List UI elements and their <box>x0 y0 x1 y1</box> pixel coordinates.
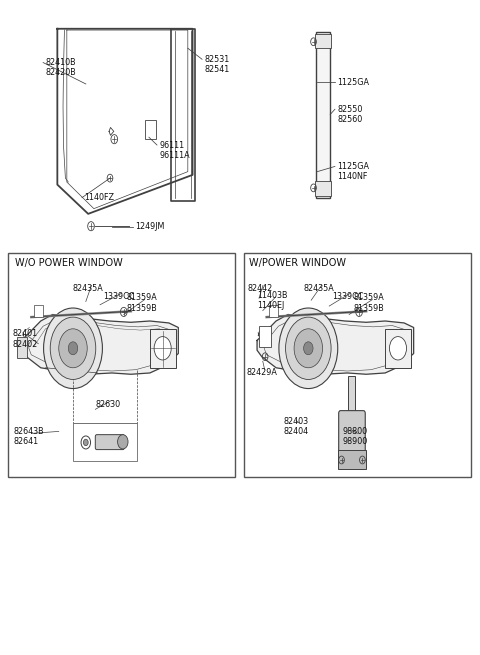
Bar <box>150 329 176 368</box>
Circle shape <box>84 440 88 445</box>
Circle shape <box>279 308 338 388</box>
Bar <box>17 337 27 358</box>
Text: 82550
82560: 82550 82560 <box>337 105 362 124</box>
Text: 81359A
81359B: 81359A 81359B <box>126 293 157 312</box>
Text: 81359A
81359B: 81359A 81359B <box>354 293 384 312</box>
Text: 82410B
82420B: 82410B 82420B <box>46 58 76 77</box>
FancyBboxPatch shape <box>96 435 124 449</box>
Circle shape <box>68 342 78 355</box>
Text: 82531
82541: 82531 82541 <box>204 55 229 74</box>
Bar <box>385 329 411 368</box>
Text: W/POWER WINDOW: W/POWER WINDOW <box>250 257 347 267</box>
Circle shape <box>303 342 313 355</box>
Circle shape <box>50 317 96 379</box>
Text: 82435A: 82435A <box>303 284 334 293</box>
Text: 82403
82404: 82403 82404 <box>284 417 309 436</box>
Polygon shape <box>22 314 179 374</box>
Bar <box>259 326 271 347</box>
Text: 82630: 82630 <box>96 400 120 409</box>
Text: 82643B
82641: 82643B 82641 <box>13 427 44 446</box>
Bar <box>315 34 331 48</box>
Text: 11403B
1140EJ: 11403B 1140EJ <box>257 291 288 310</box>
Circle shape <box>294 329 323 367</box>
Bar <box>9 253 235 477</box>
Text: 82442: 82442 <box>248 284 273 293</box>
Circle shape <box>286 317 331 379</box>
Text: W/O POWER WINDOW: W/O POWER WINDOW <box>14 257 122 267</box>
Text: 1339CC: 1339CC <box>103 292 135 301</box>
Circle shape <box>389 337 407 360</box>
Bar <box>316 32 330 198</box>
Text: 96111
96111A: 96111 96111A <box>159 141 190 160</box>
Bar <box>338 449 366 469</box>
Text: 1125GA: 1125GA <box>337 77 369 86</box>
Circle shape <box>154 337 171 360</box>
Text: 82429A: 82429A <box>246 369 277 377</box>
Bar <box>269 305 278 317</box>
Bar <box>315 181 331 196</box>
Text: 1140FZ: 1140FZ <box>84 193 114 202</box>
Polygon shape <box>257 314 414 374</box>
Circle shape <box>44 308 102 388</box>
Text: 82401
82402: 82401 82402 <box>12 329 37 349</box>
Circle shape <box>81 436 91 449</box>
Bar <box>244 253 470 477</box>
Text: 1125GA
1140NF: 1125GA 1140NF <box>337 162 369 181</box>
Circle shape <box>118 435 128 449</box>
Text: 82435A: 82435A <box>73 284 104 293</box>
Bar <box>73 423 137 460</box>
Bar <box>34 305 43 317</box>
FancyBboxPatch shape <box>339 411 365 453</box>
Text: 98800
98900: 98800 98900 <box>342 427 367 446</box>
Circle shape <box>59 329 87 367</box>
Text: 1339CC: 1339CC <box>332 292 363 301</box>
Text: 1249JM: 1249JM <box>136 222 165 231</box>
Bar <box>145 120 156 139</box>
Bar <box>348 375 355 411</box>
